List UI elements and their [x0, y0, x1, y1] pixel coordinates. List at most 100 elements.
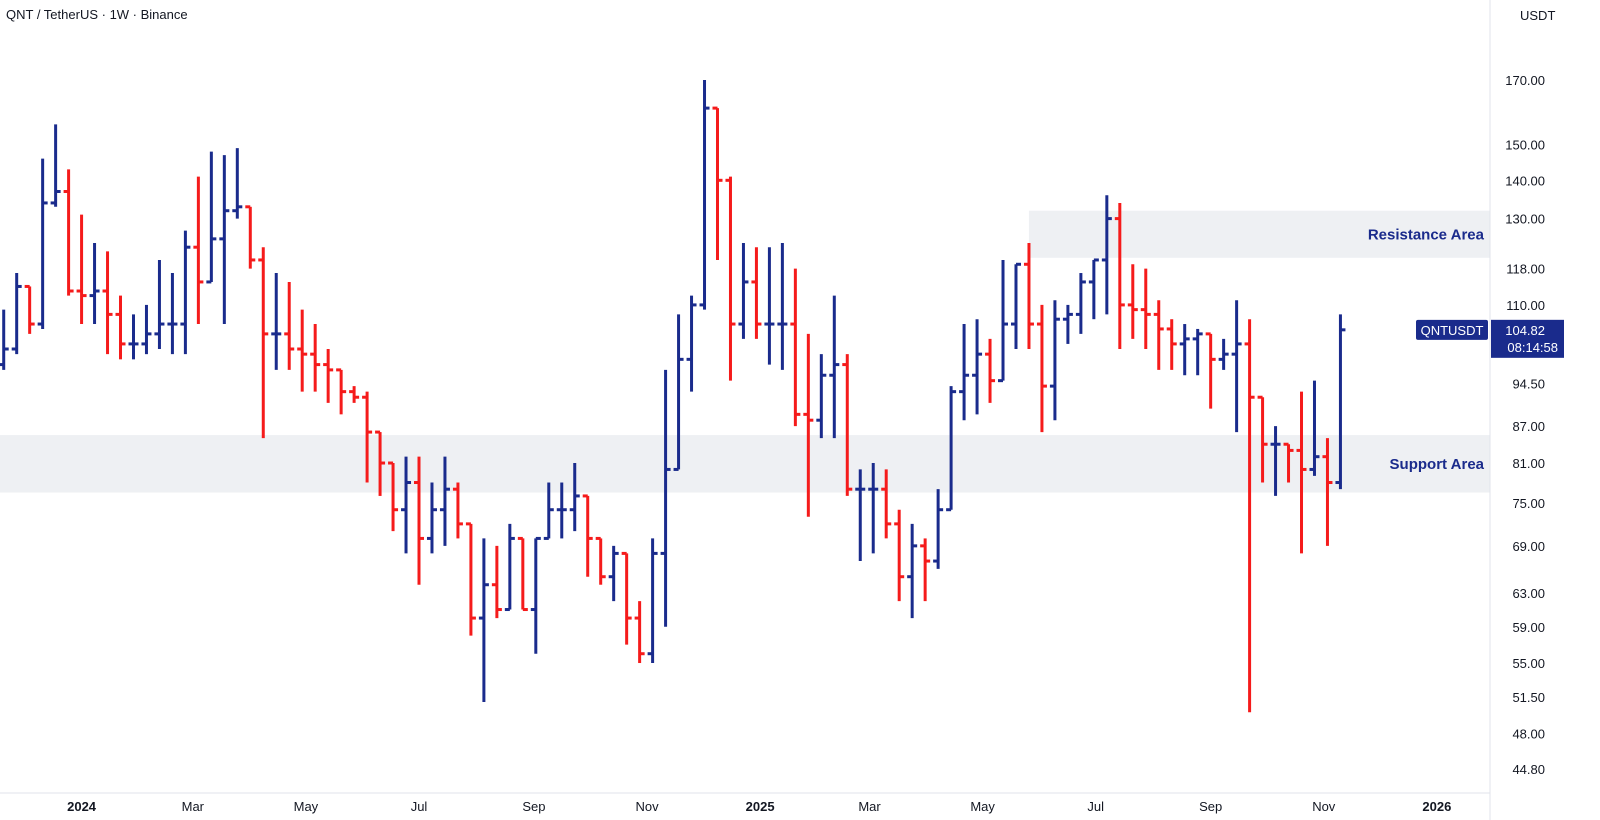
ohlc-bar[interactable]: [751, 247, 762, 339]
ohlc-bar[interactable]: [1127, 264, 1138, 339]
ohlc-bar[interactable]: [1088, 258, 1099, 320]
ohlc-bar[interactable]: [1114, 202, 1125, 350]
ohlc-bar[interactable]: [946, 386, 957, 512]
ohlc-bar[interactable]: [180, 230, 191, 355]
ohlc-bar[interactable]: [530, 536, 541, 654]
ohlc-bar[interactable]: [193, 176, 204, 325]
ohlc-bar[interactable]: [985, 338, 996, 403]
ohlc-bar[interactable]: [1231, 300, 1242, 433]
ohlc-bar[interactable]: [595, 536, 606, 585]
ohlc-bar[interactable]: [362, 391, 373, 483]
ohlc-bar[interactable]: [1218, 338, 1229, 370]
ohlc-bar[interactable]: [24, 284, 35, 334]
ohlc-bar[interactable]: [219, 155, 230, 325]
ohlc-bar[interactable]: [1335, 314, 1346, 490]
ohlc-bar[interactable]: [323, 349, 334, 403]
ohlc-bar[interactable]: [1023, 243, 1034, 350]
ohlc-bar[interactable]: [232, 148, 243, 219]
ohlc-bar[interactable]: [1322, 438, 1333, 546]
ohlc-bar[interactable]: [375, 430, 386, 496]
ohlc-bar[interactable]: [816, 354, 827, 439]
ohlc-bar[interactable]: [842, 354, 853, 496]
ohlc-bar[interactable]: [154, 259, 165, 350]
symbol-name[interactable]: QNT / TetherUS: [6, 7, 98, 22]
ohlc-bar[interactable]: [608, 545, 619, 602]
ohlc-bar[interactable]: [1309, 380, 1320, 476]
ohlc-bar[interactable]: [907, 523, 918, 619]
ohlc-bar[interactable]: [115, 295, 126, 360]
ohlc-bar[interactable]: [141, 304, 152, 355]
ohlc-bar[interactable]: [504, 523, 515, 612]
ohlc-bar[interactable]: [401, 456, 412, 554]
ohlc-bar[interactable]: [128, 314, 139, 360]
ohlc-bar[interactable]: [414, 456, 425, 585]
ohlc-bar[interactable]: [803, 333, 814, 517]
ohlc-bar[interactable]: [868, 463, 879, 554]
ohlc-bar[interactable]: [777, 243, 788, 370]
ohlc-bar[interactable]: [881, 469, 892, 539]
ohlc-bar[interactable]: [1179, 324, 1190, 376]
ohlc-bar[interactable]: [1049, 300, 1060, 421]
ohlc-bar[interactable]: [1140, 268, 1151, 350]
ohlc-bar[interactable]: [297, 309, 308, 392]
ohlc-bar[interactable]: [37, 158, 48, 329]
ohlc-bar[interactable]: [478, 538, 489, 703]
currency-label[interactable]: USDT: [1520, 8, 1556, 23]
ohlc-bar[interactable]: [621, 551, 632, 645]
ohlc-bar[interactable]: [102, 251, 113, 355]
ohlc-bar[interactable]: [271, 273, 282, 370]
interval-label[interactable]: 1W: [109, 7, 130, 22]
ohlc-bar[interactable]: [1166, 319, 1177, 370]
ohlc-bar[interactable]: [738, 243, 749, 339]
ohlc-bar[interactable]: [582, 494, 593, 577]
ohlc-bar[interactable]: [894, 509, 905, 602]
ohlc-bar[interactable]: [569, 463, 580, 532]
ohlc-bar[interactable]: [206, 151, 217, 284]
ohlc-bar[interactable]: [89, 243, 100, 325]
ohlc-bar[interactable]: [933, 489, 944, 569]
ohlc-bar[interactable]: [452, 482, 463, 539]
ohlc-bar[interactable]: [790, 268, 801, 427]
ohlc-bar[interactable]: [972, 319, 983, 415]
ohlc-bar[interactable]: [764, 247, 775, 365]
ohlc-bar[interactable]: [1244, 319, 1255, 713]
ohlc-bar[interactable]: [829, 295, 840, 439]
ohlc-bar[interactable]: [167, 273, 178, 355]
ohlc-bar[interactable]: [673, 314, 684, 471]
ohlc-bar[interactable]: [1283, 442, 1294, 483]
ohlc-bar[interactable]: [543, 482, 554, 540]
ohlc-bar[interactable]: [725, 176, 736, 381]
ohlc-bar[interactable]: [647, 538, 658, 664]
ohlc-bar[interactable]: [426, 482, 437, 554]
ohlc-bar[interactable]: [50, 124, 61, 207]
ohlc-bar[interactable]: [1192, 328, 1203, 376]
ohlc-bar[interactable]: [491, 545, 502, 619]
ohlc-bar[interactable]: [1153, 300, 1164, 370]
ohlc-bar[interactable]: [686, 295, 697, 392]
ohlc-bar[interactable]: [336, 368, 347, 415]
ohlc-bar[interactable]: [660, 369, 671, 627]
ohlc-bar[interactable]: [855, 469, 866, 562]
ohlc-bar[interactable]: [699, 80, 710, 310]
ohlc-bar[interactable]: [1296, 391, 1307, 554]
ohlc-bar[interactable]: [0, 309, 9, 370]
ohlc-bar[interactable]: [712, 106, 723, 260]
ohlc-bar[interactable]: [284, 281, 295, 370]
ohlc-bar[interactable]: [1036, 304, 1047, 433]
ohlc-bar[interactable]: [517, 536, 528, 612]
ohlc-bar[interactable]: [439, 456, 450, 546]
ohlc-bar[interactable]: [1010, 262, 1021, 350]
ohlc-bar[interactable]: [76, 214, 87, 325]
ohlc-bar[interactable]: [556, 482, 567, 539]
ohlc-bar[interactable]: [11, 273, 22, 355]
ohlc-bar[interactable]: [1205, 332, 1216, 409]
ohlc-bar[interactable]: [465, 522, 476, 636]
ohlc-bar[interactable]: [388, 461, 399, 532]
ohlc-bar[interactable]: [349, 386, 360, 403]
ohlc-bar[interactable]: [258, 247, 269, 439]
ohlc-bar[interactable]: [1101, 195, 1112, 315]
ohlc-bar[interactable]: [920, 538, 931, 602]
ohlc-bar[interactable]: [1075, 273, 1086, 334]
ohlc-bar[interactable]: [63, 169, 74, 296]
